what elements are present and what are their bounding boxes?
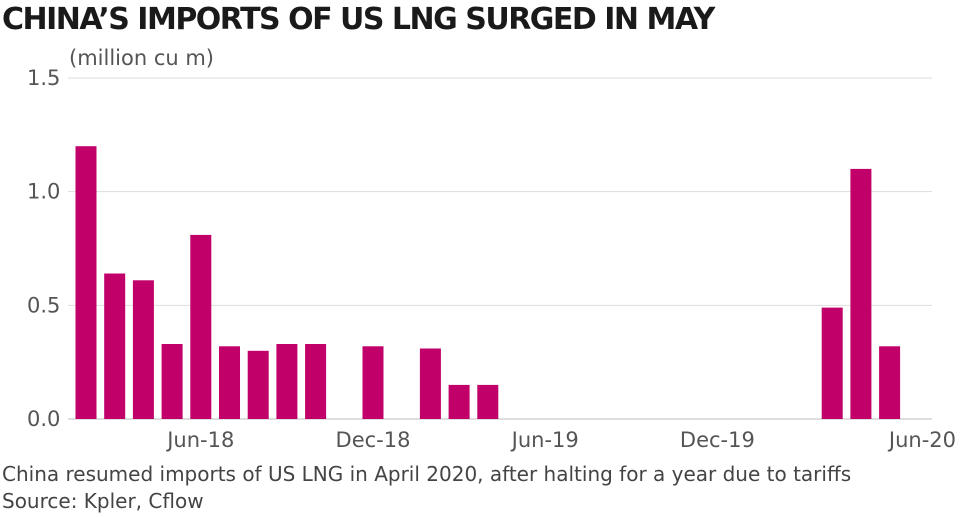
bar-sep-18: [276, 344, 298, 419]
bar-may-18: [161, 344, 183, 419]
bar-dec-18: [362, 346, 384, 419]
bar-aug-18: [247, 350, 269, 419]
bar-may-20: [850, 168, 872, 419]
bar-jun-18: [190, 234, 212, 419]
x-tick-label: Jun-19: [510, 428, 579, 452]
y-axis-ticks: 0.0 0.5 1.0 1.5: [27, 66, 60, 431]
bar-oct-18: [305, 344, 327, 419]
chart-title: CHINA’S IMPORTS OF US LNG SURGED IN MAY: [2, 2, 715, 37]
bar-apr-19: [477, 384, 499, 419]
y-axis-unit-label: (million cu m): [69, 46, 215, 70]
y-tick-label: 1.5: [27, 66, 60, 90]
bar-mar-18: [104, 273, 126, 419]
bar-apr-18: [132, 280, 154, 419]
chart-footnote: China resumed imports of US LNG in April…: [2, 462, 852, 486]
bar-chart: 0.00.51.01.5 Jun-18 Dec-18 Jun-19 Dec-19 Jun…: [27, 66, 956, 452]
bar-apr-20: [821, 307, 843, 419]
bars: [75, 146, 901, 419]
x-axis-ticks: Jun-18 Dec-18 Jun-19 Dec-19 Jun-20: [165, 428, 956, 452]
bar-jul-18: [219, 346, 240, 419]
bar-feb-19: [419, 348, 441, 419]
bar-mar-19: [448, 384, 470, 419]
x-tick-label: Dec-19: [680, 428, 755, 452]
y-tick-label: 0.0: [27, 407, 60, 431]
y-tick-label: 0.5: [27, 293, 60, 317]
x-tick-label: Jun-20: [887, 428, 956, 452]
x-tick-label: Jun-18: [165, 428, 234, 452]
gridlines: [68, 77, 932, 420]
bar-feb-18: [75, 146, 97, 419]
chart-source: Source: Kpler, Cflow: [2, 489, 204, 513]
y-tick-label: 1.0: [27, 180, 60, 204]
bar-jun-20: [879, 346, 901, 419]
x-tick-label: Dec-18: [336, 428, 411, 452]
